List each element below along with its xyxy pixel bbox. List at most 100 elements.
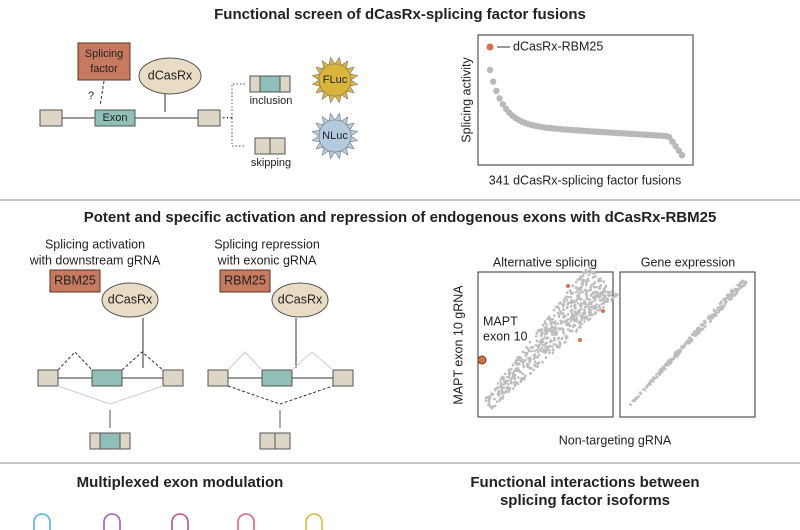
hit-dot [601,309,605,313]
scatter-dot [739,283,742,287]
scatter-dot [528,361,531,364]
section-title: Multiplexed exon modulation [77,474,284,491]
branch [231,83,246,147]
scatter-dot [588,301,591,304]
scatter-dot [591,271,595,275]
scatter-dot [588,298,592,301]
scatter-dot [659,372,662,376]
scatter-dot [565,306,569,310]
scatter-dot [731,292,734,295]
scatter-dot [598,304,601,307]
scatter-dot [526,347,530,351]
scatter-dot [725,294,729,297]
scatter-dot [541,331,544,335]
scatter-dot [544,351,547,355]
scatter-dot [729,289,733,293]
scatter-dot [552,329,556,332]
curve-dot [486,66,494,74]
splice-weak [227,351,334,371]
scatter-dot [592,282,596,285]
scatter-dot [663,368,666,371]
scatter-dot [516,376,520,379]
plot-frame [477,271,614,418]
scatter-dot [500,388,504,391]
scatter-dot [524,354,527,358]
scatter-dot [503,380,507,383]
scatter-dot [532,368,536,372]
scatter-dot [529,372,532,375]
scatter-dot [569,305,573,308]
scatter-dot [513,384,517,388]
scatter-dot [593,312,597,316]
scatter-dot [562,330,565,333]
scatter-dot [579,307,583,311]
scatter-dot [521,372,525,376]
scatter-dot [559,301,562,304]
scatter-dot [701,327,705,331]
loop [33,513,51,530]
scatter-dot [604,285,608,289]
scatter-dot [733,287,737,291]
hit-dot [578,338,582,342]
scatter-dot [554,320,557,323]
scatter-dot [580,282,583,285]
arrow [99,80,105,107]
scatter-dot [569,295,572,299]
scatter-dot [572,325,575,329]
label: inclusion [250,95,293,107]
curve-dot [493,87,500,95]
scatter-dot [596,291,600,295]
scatter-dot [692,332,695,336]
scatter-dot [579,276,582,279]
scatter-dot [506,379,510,383]
scatter-dot [724,296,728,300]
curve-dot [499,101,506,108]
scatter-dot [699,323,703,327]
scatter-dot [548,348,551,352]
label: RBM25 [54,273,96,287]
scatter-dot [567,322,571,325]
scatter-dot [574,318,578,321]
scatter-ge [629,279,748,407]
scatter-dot [584,269,588,273]
scatter-dot [559,319,563,323]
scatter-dot [538,340,541,344]
splicing-factor-box [77,42,131,81]
scatter-dot [497,390,501,393]
scatter-dot [545,332,548,336]
scatter-dot [598,287,601,291]
scatter-dot [616,293,619,296]
scatter-dot [545,349,548,353]
scatter-dot [574,304,577,308]
scatter-dot [723,304,726,307]
x-axis-label: Non-targeting gRNA [559,433,672,447]
scatter-dot [580,285,583,289]
scatter-dot [717,310,721,314]
scatter-dot [565,322,568,326]
scatter-dot [570,298,573,302]
scatter-dot [537,361,541,365]
scatter-dot [713,314,716,318]
scatter-dot [581,279,585,283]
panel-title: Gene expression [641,255,736,269]
scatter-dot [528,358,531,362]
scatter-dot [576,289,580,292]
scatter-dot [569,292,573,295]
scatter-dot [652,380,655,383]
scatter-dot [588,269,592,272]
scatter-dot [554,327,557,331]
scatter-dot [558,309,562,313]
scatter-dot [499,382,503,386]
scatter-dot [518,356,522,360]
scatter-dot [524,374,527,378]
scatter-dot [552,343,556,346]
scatter-dot [507,383,510,386]
scatter-dot [493,404,497,408]
scatter-dot [551,321,554,324]
scatter-dot [509,377,512,381]
label: NLuc [322,130,348,142]
scatter-dot [681,346,684,350]
scatter-dot [541,323,545,327]
scatter-dot [521,350,525,354]
